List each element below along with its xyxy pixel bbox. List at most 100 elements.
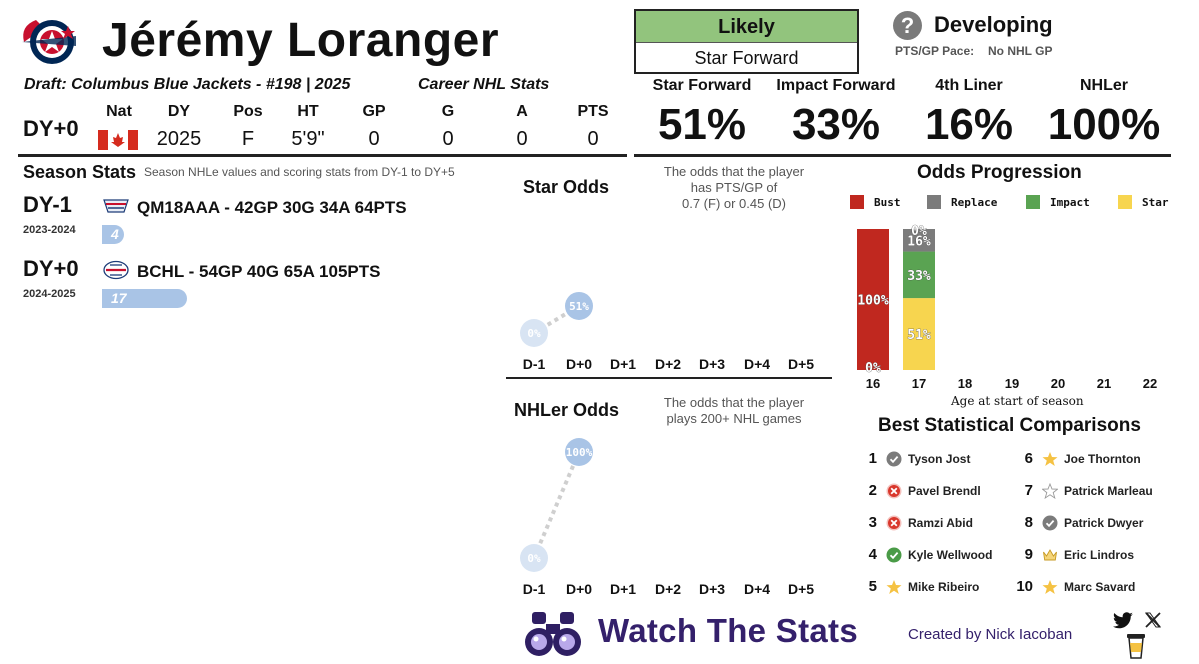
twitter-icon[interactable] <box>1112 612 1134 630</box>
odds-value: 51% <box>657 100 747 149</box>
odds-value: 33% <box>791 100 881 149</box>
bar-value-label: 100% <box>857 294 888 309</box>
x-tick-label: D+0 <box>565 581 593 597</box>
x-tick-label: D+1 <box>609 581 637 597</box>
x-tick-label: D+5 <box>787 356 815 372</box>
comparison-rank: 7 <box>1024 482 1033 499</box>
odds-label: Star Forward <box>652 77 752 94</box>
x-tick-label: D+3 <box>698 581 726 597</box>
comparison-rank: 9 <box>1024 546 1033 563</box>
comparison-rank: 3 <box>868 514 877 531</box>
x-tick-label: D+0 <box>565 356 593 372</box>
season-years: 2023-2024 <box>23 224 76 236</box>
season-dy: DY+0 <box>23 256 79 281</box>
pace-label: PTS/GP Pace: <box>895 44 975 58</box>
legend-label: Star <box>1142 196 1169 209</box>
projection-role: Star Forward <box>694 48 799 68</box>
red-x-icon <box>886 483 902 499</box>
season-line: BCHL - 54GP 40G 65A 105PTS <box>137 262 381 281</box>
stacked-bar-segment <box>903 251 935 299</box>
x-tick-label: D-1 <box>522 356 546 372</box>
nhler-odds-title: NHLer Odds <box>514 400 620 420</box>
grey-check-icon <box>886 451 902 467</box>
bar-value-label: 33% <box>907 269 931 284</box>
odds-progression-chart: 100%51%33%16%0%0% <box>857 224 935 376</box>
comparison-name: Eric Lindros <box>1064 548 1135 562</box>
coffee-icon[interactable] <box>1126 632 1146 660</box>
x-tick-label: D+5 <box>787 581 815 597</box>
star-odds-description: The odds that the player has PTS/GP of 0… <box>663 164 805 211</box>
player-name: Jérémy Loranger <box>102 14 500 67</box>
odds-label: Impact Forward <box>776 77 896 94</box>
chart-divider <box>506 377 832 379</box>
x-tick-label: D+4 <box>743 581 771 597</box>
legend-swatch <box>1118 195 1132 209</box>
team-logo-icon <box>22 20 76 64</box>
stat-header: GP <box>362 103 386 120</box>
qmjhl-logo-icon <box>103 199 129 213</box>
stat-value: F <box>241 128 255 150</box>
stat-header: Nat <box>106 103 132 120</box>
age-tick-label: 20 <box>1050 376 1066 391</box>
bar-value-label: 0% <box>911 224 927 239</box>
comparison-rank: 5 <box>868 578 877 595</box>
odds-divider <box>634 154 1171 157</box>
stat-value: 0 <box>587 128 599 150</box>
odds-value: 100% <box>1047 100 1161 149</box>
red-x-icon <box>886 515 902 531</box>
outline-star-icon <box>1042 483 1058 499</box>
legend-label: Impact <box>1050 196 1090 209</box>
comparison-name: Ramzi Abid <box>908 516 973 530</box>
x-icon[interactable] <box>1145 612 1161 628</box>
comparison-rank: 6 <box>1024 450 1033 467</box>
stat-value: 2025 <box>156 128 202 150</box>
projection-likelihood: Likely <box>636 11 857 43</box>
odds-point-label: 0% <box>527 327 541 340</box>
odds-label: 4th Liner <box>935 77 1003 94</box>
stats-divider <box>18 154 627 157</box>
gold-star-icon <box>1042 580 1058 594</box>
stat-header: G <box>441 103 455 120</box>
x-tick-label: D+1 <box>609 356 637 372</box>
comparison-rank: 1 <box>868 450 877 467</box>
stat-header: PTS <box>577 103 609 120</box>
pace-value: No NHL GP <box>988 44 1053 58</box>
nhle-bar: 17 <box>102 289 187 308</box>
comparisons-title: Best Statistical Comparisons <box>878 415 1141 436</box>
stacked-bar-segment <box>903 229 935 252</box>
nhler-odds-plot: 0% 100% <box>520 438 593 572</box>
legend-swatch <box>1026 195 1040 209</box>
stat-header: DY <box>167 103 191 120</box>
star-odds-plot: 0% 51% <box>520 291 593 347</box>
age-tick-label: 16 <box>865 376 881 391</box>
stat-value: 5'9" <box>291 128 325 150</box>
stat-header: HT <box>297 103 319 120</box>
development-status: Developing <box>934 12 1053 37</box>
question-icon: ? <box>893 11 922 40</box>
comparison-rank: 10 <box>1016 578 1033 595</box>
odds-label: NHLer <box>1079 77 1128 94</box>
legend-label: Replace <box>951 196 998 209</box>
canada-flag-icon <box>98 130 138 150</box>
age-tick-label: 19 <box>1004 376 1020 391</box>
x-tick-label: D+4 <box>743 356 771 372</box>
odds-point <box>565 438 593 466</box>
odds-point-label: 0% <box>527 552 541 565</box>
season-dy: DY-1 <box>23 192 72 217</box>
binoculars-icon <box>525 612 581 656</box>
age-tick-label: 22 <box>1142 376 1158 391</box>
stat-value: 0 <box>516 128 528 150</box>
comparison-rank: 2 <box>868 482 877 499</box>
nhler-odds-description: The odds that the player plays 200+ NHL … <box>663 395 805 426</box>
stat-value: 0 <box>442 128 454 150</box>
green-check-icon <box>886 547 902 563</box>
legend-swatch <box>850 195 864 209</box>
odds-point-label: 100% <box>566 446 593 459</box>
draft-info: Draft: Columbus Blue Jackets - #198 | 20… <box>24 76 351 93</box>
career-stats-title: Career NHL Stats <box>418 76 550 93</box>
crown-icon <box>1043 549 1057 561</box>
season-stats-title: Season Stats <box>23 162 137 182</box>
bar-value-label: 51% <box>907 328 931 343</box>
age-tick-label: 21 <box>1096 376 1112 391</box>
creator-credit: Created by Nick Iacoban <box>908 626 1073 643</box>
